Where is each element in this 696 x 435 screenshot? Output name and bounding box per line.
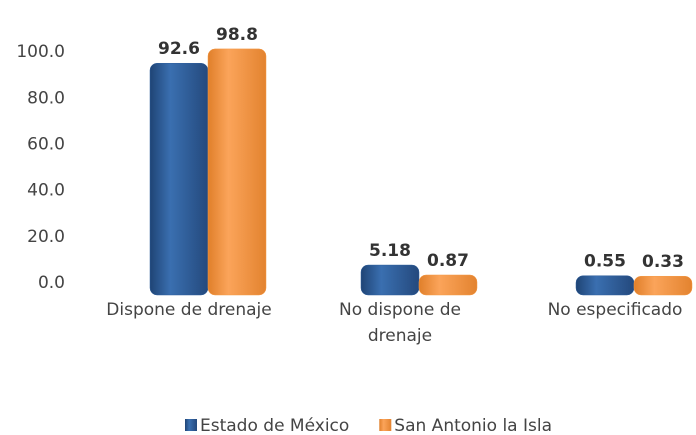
- y-tick-label: 100.0: [16, 42, 65, 62]
- bar: [149, 62, 209, 296]
- bar: [633, 275, 693, 296]
- value-label: 0.33: [642, 252, 684, 272]
- bar: [418, 274, 478, 296]
- y-tick-label: 60.0: [27, 135, 65, 155]
- legend-label: Estado de México: [200, 416, 349, 435]
- legend-swatch: [379, 419, 392, 431]
- value-label: 0.87: [427, 251, 469, 271]
- x-tick-label: No especificado: [547, 300, 683, 320]
- legend-swatch: [185, 419, 197, 431]
- value-label: 5.18: [369, 241, 411, 261]
- y-tick-label: 40.0: [27, 181, 65, 201]
- y-tick-label: 80.0: [27, 88, 65, 108]
- bar: [360, 264, 420, 296]
- y-tick-label: 0.0: [38, 273, 65, 293]
- value-label: 92.6: [158, 39, 200, 59]
- value-label: 0.55: [584, 252, 626, 272]
- value-label: 98.8: [216, 25, 258, 45]
- x-tick-label: Dispone de drenaje: [106, 300, 272, 320]
- y-tick-label: 20.0: [27, 227, 65, 247]
- bar: [207, 48, 267, 296]
- bar: [575, 275, 635, 296]
- legend-label: San Antonio la Isla: [394, 416, 552, 435]
- x-tick-label: No dispone de drenaje: [339, 300, 461, 346]
